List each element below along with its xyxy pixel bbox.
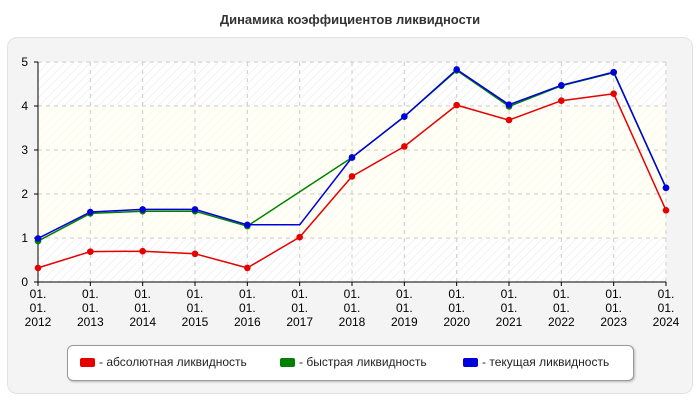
- x-tick-label: 01.: [501, 301, 518, 315]
- x-tick-label: 01.: [605, 287, 622, 301]
- data-point-0: [401, 143, 408, 150]
- x-tick-label: 2018: [339, 315, 366, 329]
- legend-label-quick: - быстрая ликвидность: [299, 355, 427, 369]
- x-tick-label: 01.: [134, 287, 151, 301]
- legend-label-current: - текущая ликвидность: [482, 355, 610, 369]
- plot-band: [38, 106, 666, 238]
- data-point-2: [505, 101, 513, 108]
- data-point-0: [191, 250, 199, 258]
- legend-swatch-absolute: [80, 357, 95, 367]
- x-tick-label: 2023: [600, 315, 627, 329]
- x-tick-label: 01.: [187, 287, 204, 301]
- x-tick-label: 01.: [605, 301, 622, 315]
- legend-item-current: - текущая ликвидность: [463, 354, 609, 370]
- data-point-0: [34, 264, 42, 272]
- x-tick-label: 01.: [501, 287, 518, 301]
- x-tick-label: 2012: [25, 315, 52, 329]
- data-point-0: [139, 247, 146, 255]
- data-point-2: [610, 68, 617, 76]
- x-tick-label: 2019: [391, 315, 418, 329]
- x-tick-label: 01.: [30, 287, 47, 301]
- data-point-0: [348, 173, 356, 180]
- data-point-0: [610, 90, 617, 97]
- x-tick-label: 01.: [82, 287, 99, 301]
- x-tick-label: 01.: [291, 301, 308, 315]
- x-tick-label: 01.: [187, 301, 204, 315]
- x-tick-label: 01.: [396, 301, 413, 315]
- x-tick-label: 2020: [443, 315, 470, 329]
- data-point-2: [348, 154, 356, 161]
- y-tick-label: 2: [21, 187, 28, 201]
- y-tick-label: 4: [21, 99, 28, 113]
- data-point-0: [296, 233, 303, 241]
- legend-swatch-current: [463, 357, 478, 367]
- legend: - абсолютная ликвидность - быстрая ликви…: [67, 345, 634, 381]
- x-tick-label: 01.: [448, 287, 465, 301]
- data-point-0: [453, 101, 460, 109]
- legend-item-absolute: - абсолютная ликвидность: [80, 354, 247, 370]
- data-point-0: [558, 97, 565, 105]
- data-point-0: [87, 248, 94, 255]
- legend-swatch-quick: [280, 357, 295, 367]
- data-point-2: [139, 206, 146, 213]
- x-tick-label: 2021: [496, 315, 523, 329]
- x-tick-label: 01.: [553, 301, 570, 315]
- chart-title: Динамика коэффициентов ликвидности: [219, 12, 481, 27]
- x-tick-label: 2013: [77, 315, 104, 329]
- x-tick-label: 01.: [134, 301, 151, 315]
- data-point-0: [662, 206, 670, 214]
- y-tick-label: 5: [21, 55, 28, 69]
- x-tick-label: 01.: [344, 301, 361, 315]
- x-tick-label: 01.: [239, 287, 256, 301]
- data-point-2: [244, 221, 251, 229]
- legend-label-absolute: - абсолютная ликвидность: [99, 355, 247, 369]
- data-point-2: [453, 66, 460, 73]
- data-point-2: [662, 184, 670, 192]
- x-tick-label: 01.: [396, 287, 413, 301]
- x-tick-label: 01.: [239, 301, 256, 315]
- x-tick-label: 01.: [344, 287, 361, 301]
- data-point-2: [401, 113, 408, 120]
- data-point-2: [191, 206, 199, 213]
- legend-item-quick: - быстрая ликвидность: [280, 354, 427, 370]
- x-tick-label: 2015: [182, 315, 209, 329]
- x-tick-label: 01.: [658, 301, 675, 315]
- x-tick-label: 2022: [548, 315, 575, 329]
- data-point-0: [244, 264, 251, 272]
- x-tick-label: 01.: [30, 301, 47, 315]
- data-point-2: [558, 82, 565, 89]
- x-tick-label: 01.: [82, 301, 99, 315]
- y-tick-label: 0: [21, 275, 28, 289]
- y-tick-label: 1: [21, 231, 28, 245]
- x-tick-label: 01.: [658, 287, 675, 301]
- x-tick-label: 2017: [286, 315, 313, 329]
- x-tick-label: 2016: [234, 315, 261, 329]
- data-point-2: [87, 208, 94, 216]
- x-tick-label: 2014: [129, 315, 156, 329]
- x-tick-label: 01.: [291, 287, 308, 301]
- x-tick-label: 01.: [448, 301, 465, 315]
- y-tick-label: 3: [21, 143, 28, 157]
- x-tick-label: 01.: [553, 287, 570, 301]
- data-point-0: [505, 116, 513, 124]
- data-point-2: [34, 235, 42, 242]
- x-tick-label: 2024: [653, 315, 680, 329]
